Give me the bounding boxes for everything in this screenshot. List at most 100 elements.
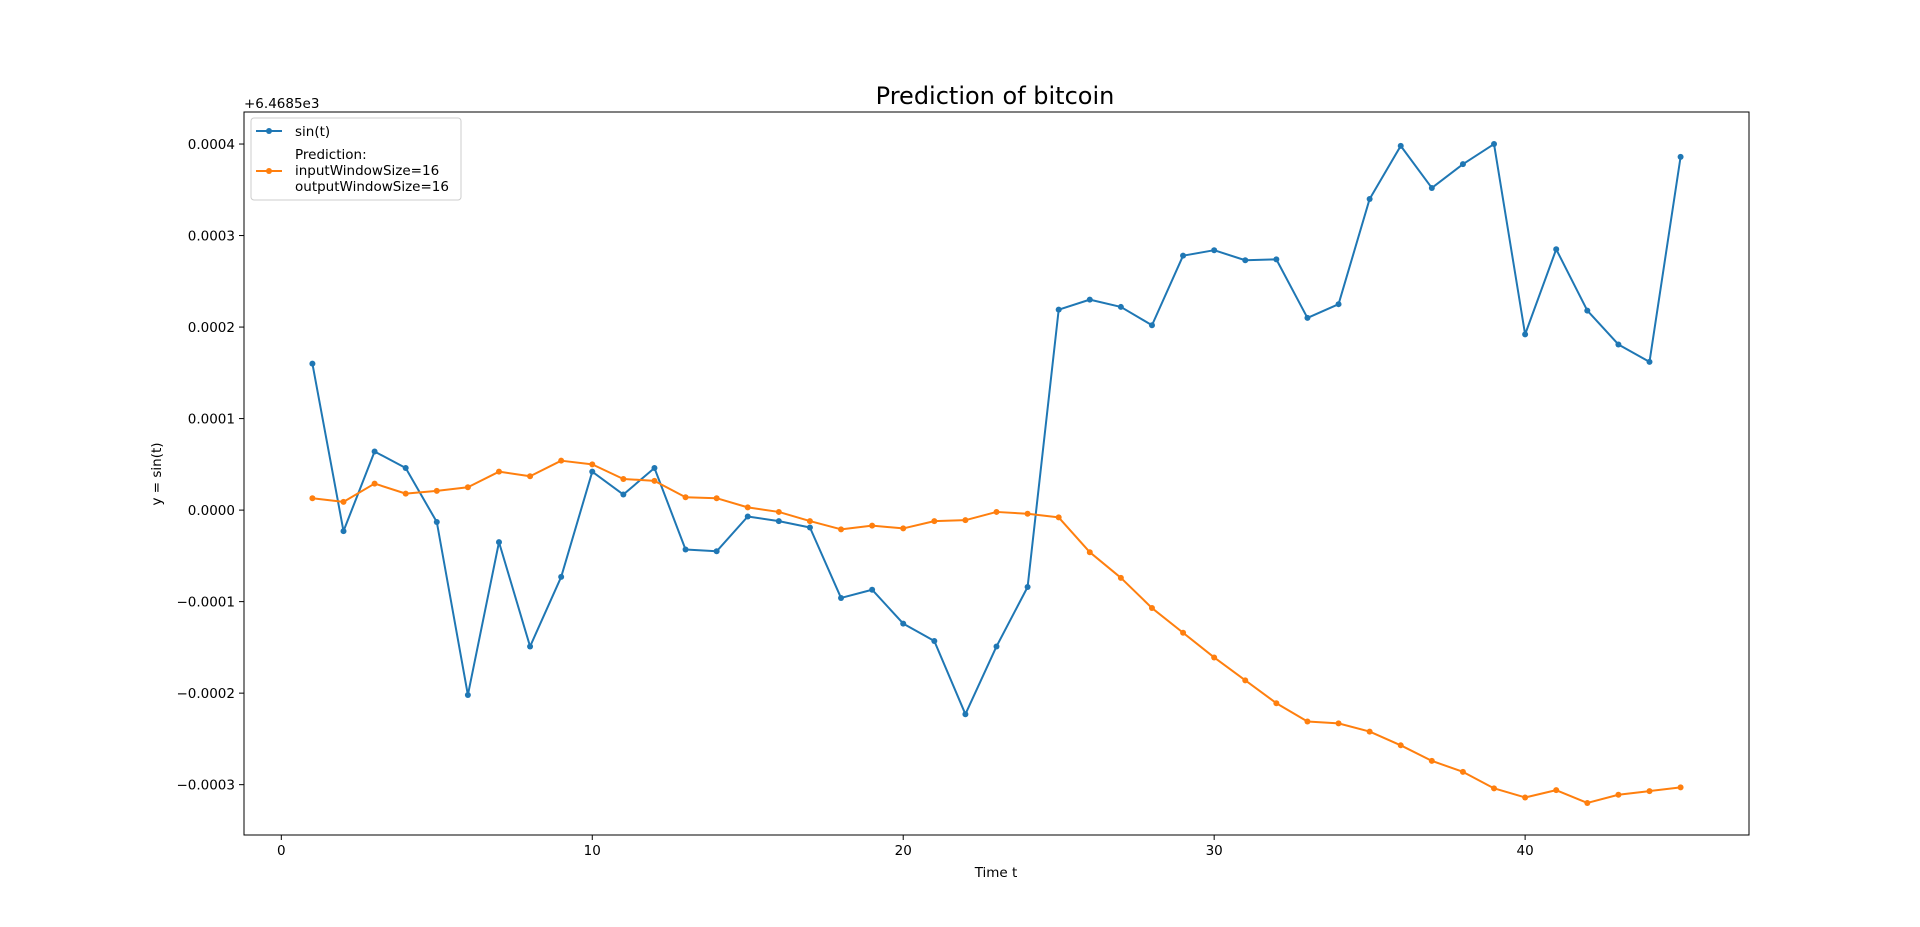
data-point-actual	[1335, 301, 1342, 308]
data-point-actual	[1459, 161, 1466, 168]
data-point-prediction	[682, 494, 689, 501]
chart-title: Prediction of bitcoin	[876, 82, 1115, 110]
data-point-prediction	[869, 522, 876, 529]
data-point-actual	[495, 539, 502, 546]
data-point-prediction	[1615, 791, 1622, 798]
data-point-prediction	[558, 457, 565, 464]
data-point-prediction	[1242, 677, 1249, 684]
legend-label-prediction-line-3: outputWindowSize=16	[295, 179, 449, 195]
data-point-actual	[1615, 341, 1622, 348]
data-point-prediction	[1459, 768, 1466, 775]
data-point-prediction	[527, 473, 534, 480]
data-point-actual	[589, 468, 596, 475]
y-axis: −0.0003 −0.0002 −0.0001 0.0000 0.0001 0.0002 0…	[176, 137, 244, 794]
data-point-prediction	[838, 526, 845, 533]
data-point-prediction	[1304, 718, 1311, 725]
data-point-actual	[464, 691, 471, 698]
data-point-prediction	[1335, 720, 1342, 727]
data-point-prediction	[651, 477, 658, 484]
y-tick-label: 0.0000	[188, 503, 235, 519]
data-point-actual	[340, 528, 347, 535]
data-point-actual	[1273, 256, 1280, 263]
x-tick-label: 40	[1517, 843, 1534, 859]
data-point-prediction	[1148, 605, 1155, 612]
y-axis-label-text: y = sin(t)	[149, 442, 165, 505]
series-line-actual	[311, 143, 1682, 716]
series-layer	[309, 141, 1684, 806]
data-point-actual	[1677, 153, 1684, 160]
data-point-actual	[1428, 184, 1435, 191]
y-tick-label: 0.0004	[188, 137, 235, 153]
data-point-actual	[558, 573, 565, 580]
data-point-actual	[309, 360, 316, 367]
y-tick-label: 0.0002	[188, 320, 235, 336]
y-tick-label: 0.0001	[188, 412, 235, 428]
data-point-actual	[1553, 246, 1560, 253]
data-point-actual	[1584, 307, 1591, 314]
legend-label-actual: sin(t)	[295, 124, 330, 140]
data-point-actual	[713, 548, 720, 555]
data-point-actual	[620, 491, 627, 498]
data-point-actual	[1646, 358, 1653, 365]
data-point-actual	[775, 518, 782, 525]
x-axis-label: Time t	[974, 865, 1018, 881]
x-axis: 0 10 20 30 40	[277, 835, 1534, 859]
plot-frame	[243, 111, 1750, 836]
data-point-prediction	[900, 525, 907, 532]
data-point-actual	[806, 524, 813, 531]
data-point-actual	[744, 513, 751, 520]
data-point-actual	[1397, 142, 1404, 149]
data-point-actual	[433, 519, 440, 526]
data-point-prediction	[1055, 514, 1062, 521]
data-point-prediction	[1024, 510, 1031, 517]
x-tick-label: 0	[277, 843, 286, 859]
data-point-prediction	[589, 461, 596, 468]
data-point-actual	[1491, 141, 1498, 148]
data-point-prediction	[1553, 787, 1560, 794]
data-point-actual	[651, 465, 658, 472]
data-point-prediction	[340, 498, 347, 505]
data-point-actual	[1180, 252, 1187, 259]
x-tick-label: 20	[895, 843, 912, 859]
data-point-prediction	[1428, 757, 1435, 764]
data-point-prediction	[1397, 742, 1404, 749]
data-point-actual	[962, 711, 969, 718]
x-tick-label: 10	[584, 843, 601, 859]
data-point-prediction	[1522, 794, 1529, 801]
data-point-actual	[1024, 583, 1031, 590]
data-point-prediction	[744, 504, 751, 511]
data-point-prediction	[1117, 574, 1124, 581]
plot-area	[243, 111, 1750, 836]
legend: sin(t) Prediction: inputWindowSize=16 ou…	[250, 117, 462, 201]
data-point-actual	[838, 594, 845, 601]
data-point-actual	[1304, 314, 1311, 321]
data-point-prediction	[806, 518, 813, 525]
data-point-actual	[402, 465, 409, 472]
data-point-prediction	[309, 495, 316, 502]
data-point-prediction	[1086, 549, 1093, 556]
data-point-actual	[1055, 306, 1062, 313]
data-point-actual	[1211, 247, 1218, 254]
legend-marker-actual	[266, 128, 272, 134]
data-point-prediction	[775, 508, 782, 515]
data-point-actual	[993, 643, 1000, 650]
legend-label-prediction-line-1: Prediction:	[295, 147, 367, 163]
data-point-actual	[1366, 195, 1373, 202]
data-point-actual	[1522, 331, 1529, 338]
data-point-prediction	[993, 508, 1000, 515]
data-point-prediction	[1273, 700, 1280, 707]
data-point-actual	[1086, 296, 1093, 303]
data-point-actual	[371, 448, 378, 455]
data-point-actual	[527, 643, 534, 650]
x-tick-label: 30	[1206, 843, 1223, 859]
data-point-prediction	[1366, 728, 1373, 735]
data-point-prediction	[464, 484, 471, 491]
data-point-prediction	[495, 468, 502, 475]
data-point-prediction	[1584, 799, 1591, 806]
data-point-actual	[1242, 257, 1249, 264]
data-point-actual	[1148, 322, 1155, 329]
legend-marker-prediction	[266, 168, 272, 174]
data-point-actual	[869, 586, 876, 593]
data-point-prediction	[1211, 654, 1218, 661]
